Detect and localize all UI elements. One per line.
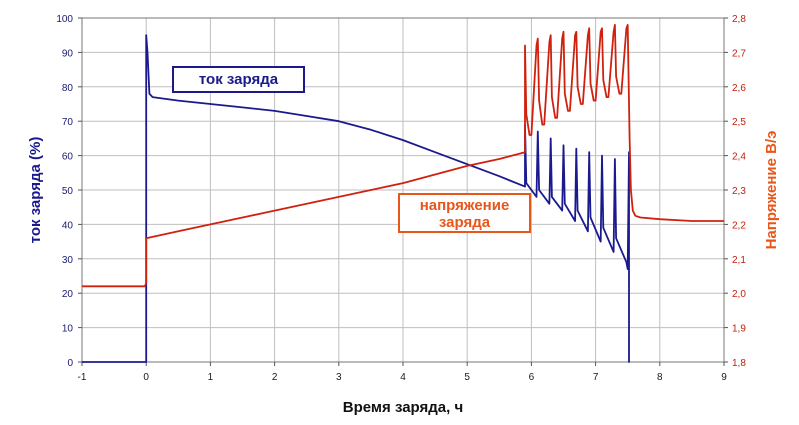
right-tick-label: 1,9 bbox=[732, 324, 746, 335]
tick-labels: -1 0 1 2 3 4 5 6 7 8 901020304050607080901001,81,9… bbox=[56, 14, 746, 383]
x-tick-label: 6 bbox=[529, 372, 535, 383]
voltage-series-label: напряжение заряда bbox=[398, 193, 531, 233]
right-tick-label: 2,4 bbox=[732, 152, 746, 163]
left-tick-label: 0 bbox=[67, 358, 73, 369]
right-tick-label: 2,3 bbox=[732, 186, 746, 197]
left-tick-label: 100 bbox=[56, 14, 73, 25]
x-tick-label: 4 bbox=[400, 372, 406, 383]
series-line-voltage bbox=[82, 23, 724, 288]
x-axis-title: Время заряда, ч bbox=[343, 399, 463, 416]
right-tick-label: 2,2 bbox=[732, 220, 746, 231]
right-tick-label: 2,6 bbox=[732, 83, 746, 94]
left-tick-label: 50 bbox=[62, 186, 74, 197]
x-tick-label: -1 bbox=[78, 372, 87, 383]
left-tick-label: 30 bbox=[62, 255, 74, 266]
x-tick-label: 3 bbox=[336, 372, 342, 383]
left-tick-label: 80 bbox=[62, 83, 74, 94]
series-lines bbox=[82, 23, 724, 363]
right-tick-label: 2,0 bbox=[732, 289, 746, 300]
x-tick-label: 9 bbox=[721, 372, 727, 383]
right-tick-label: 1,8 bbox=[732, 358, 746, 369]
x-tick-label: 8 bbox=[657, 372, 663, 383]
x-tick-label: 2 bbox=[272, 372, 278, 383]
right-tick-label: 2,7 bbox=[732, 48, 746, 59]
left-tick-label: 10 bbox=[62, 324, 74, 335]
left-axis-title: ток заряда (%) bbox=[27, 137, 44, 244]
x-tick-label: 5 bbox=[464, 372, 470, 383]
left-tick-label: 60 bbox=[62, 152, 74, 163]
x-tick-label: 0 bbox=[143, 372, 149, 383]
left-tick-label: 90 bbox=[62, 48, 74, 59]
right-tick-label: 2,5 bbox=[732, 117, 746, 128]
right-axis-title: Напряжение В/э bbox=[763, 131, 780, 250]
current-series-label: ток заряда bbox=[172, 66, 305, 93]
series-line-current bbox=[82, 34, 630, 363]
x-tick-label: 7 bbox=[593, 372, 599, 383]
right-tick-label: 2,1 bbox=[732, 255, 746, 266]
left-tick-label: 40 bbox=[62, 220, 74, 231]
left-tick-label: 20 bbox=[62, 289, 74, 300]
left-tick-label: 70 bbox=[62, 117, 74, 128]
right-tick-label: 2,8 bbox=[732, 14, 746, 25]
x-tick-label: 1 bbox=[208, 372, 214, 383]
